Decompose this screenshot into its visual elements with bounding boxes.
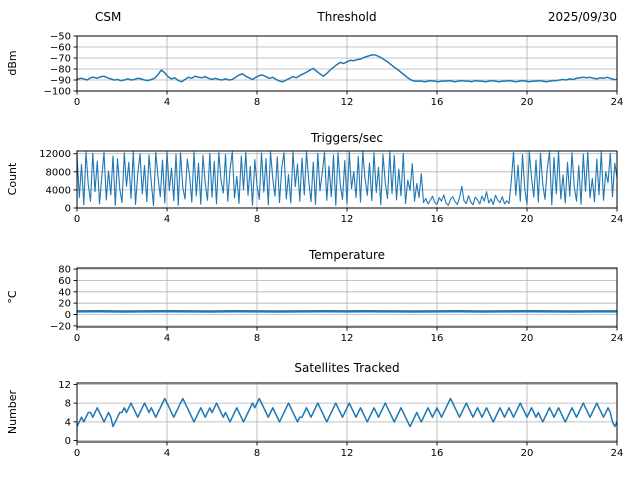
y-tick-label: −60 bbox=[50, 43, 71, 54]
x-tick-label: 0 bbox=[74, 214, 80, 225]
x-tick-label: 20 bbox=[521, 97, 534, 108]
y-tick-label: 4000 bbox=[46, 185, 71, 196]
x-tick-label: 24 bbox=[611, 214, 624, 225]
y-tick-label: 0 bbox=[65, 310, 71, 321]
x-tick-label: 12 bbox=[341, 333, 354, 344]
x-tick-label: 24 bbox=[611, 333, 624, 344]
threshold-ylabel: dBm bbox=[6, 50, 19, 76]
x-tick-label: 4 bbox=[164, 333, 170, 344]
x-tick-label: 20 bbox=[521, 448, 534, 459]
x-tick-label: 16 bbox=[431, 97, 444, 108]
satellites-series-line bbox=[76, 397, 618, 428]
satellites-title: Satellites Tracked bbox=[294, 361, 400, 375]
y-tick-label: 8000 bbox=[46, 167, 71, 178]
y-tick-label: 12000 bbox=[39, 149, 71, 160]
y-tick-label: −90 bbox=[50, 76, 71, 87]
x-tick-label: 8 bbox=[254, 333, 260, 344]
triggers-title: Triggers/sec bbox=[311, 131, 383, 145]
y-tick-label: 40 bbox=[58, 287, 71, 298]
threshold-series-line bbox=[76, 53, 617, 83]
x-tick-label: 12 bbox=[341, 214, 354, 225]
x-tick-label: 16 bbox=[431, 448, 444, 459]
x-tick-label: 4 bbox=[164, 97, 170, 108]
y-tick-label: −20 bbox=[50, 321, 71, 332]
x-tick-label: 12 bbox=[341, 448, 354, 459]
threshold-title-right: 2025/09/30 bbox=[547, 10, 617, 24]
triggers-plot: 12000 8000 4000 00 4 8 12 16 20 24 bbox=[39, 149, 623, 225]
x-tick-label: 16 bbox=[431, 214, 444, 225]
y-tick-label: 20 bbox=[58, 299, 71, 310]
x-tick-label: 8 bbox=[254, 448, 260, 459]
threshold-title: Threshold bbox=[317, 10, 377, 24]
threshold-title-left: CSM bbox=[95, 10, 122, 24]
x-tick-label: 8 bbox=[254, 97, 260, 108]
y-tick-label: 60 bbox=[58, 276, 71, 287]
x-tick-label: 12 bbox=[341, 97, 354, 108]
temperature-title: Temperature bbox=[308, 248, 385, 262]
x-tick-label: 8 bbox=[254, 214, 260, 225]
x-tick-label: 20 bbox=[521, 333, 534, 344]
x-tick-label: 0 bbox=[74, 97, 80, 108]
x-tick-label: 4 bbox=[164, 214, 170, 225]
x-tick-label: 0 bbox=[74, 333, 80, 344]
y-tick-label: 0 bbox=[65, 436, 71, 447]
x-tick-label: 0 bbox=[74, 448, 80, 459]
y-tick-label: 80 bbox=[58, 265, 71, 276]
satellites-ylabel: Number bbox=[6, 389, 19, 435]
y-tick-label: 4 bbox=[65, 417, 71, 428]
triggers-ylabel: Count bbox=[6, 162, 19, 196]
x-tick-label: 24 bbox=[611, 97, 624, 108]
x-tick-label: 4 bbox=[164, 448, 170, 459]
y-tick-label: 8 bbox=[65, 399, 71, 410]
temperature-ylabel: °C bbox=[6, 290, 19, 304]
y-tick-label: −50 bbox=[50, 32, 71, 43]
y-tick-label: −100 bbox=[44, 87, 71, 98]
triggers-series-line bbox=[76, 151, 618, 207]
y-tick-label: 12 bbox=[58, 380, 71, 391]
satellites-plot: 12 8 4 00 4 8 12 16 20 24 bbox=[58, 380, 623, 459]
x-tick-label: 16 bbox=[431, 333, 444, 344]
y-tick-label: −80 bbox=[50, 65, 71, 76]
x-tick-label: 20 bbox=[521, 214, 534, 225]
x-tick-label: 24 bbox=[611, 448, 624, 459]
y-tick-label: −70 bbox=[50, 54, 71, 65]
y-tick-label: 0 bbox=[65, 204, 71, 215]
